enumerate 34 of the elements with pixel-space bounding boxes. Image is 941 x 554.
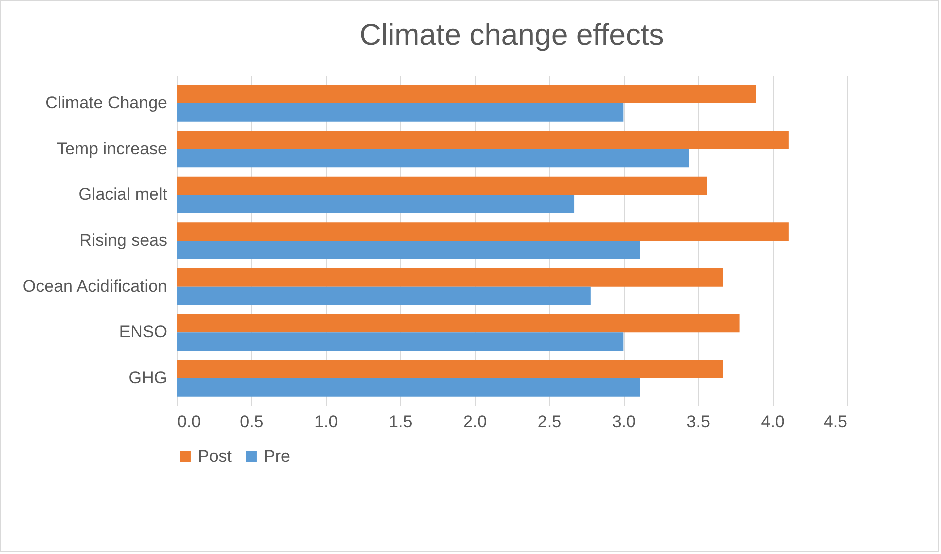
x-tick-label: 2.0 bbox=[463, 412, 488, 432]
x-tick-label: 3.0 bbox=[612, 412, 636, 432]
bar bbox=[177, 131, 789, 150]
x-tick-label: 4.0 bbox=[761, 412, 785, 432]
bar bbox=[177, 176, 708, 196]
y-tick-label: ENSO bbox=[119, 322, 168, 342]
x-tick-label: 3.5 bbox=[686, 412, 710, 432]
y-tick-label: Climate Change bbox=[46, 94, 168, 112]
bar bbox=[177, 378, 640, 397]
legend-label: Pre bbox=[264, 446, 290, 466]
bar bbox=[177, 241, 640, 260]
bar bbox=[177, 286, 591, 306]
y-tick-label: GHG bbox=[128, 368, 168, 388]
legend-label: Post bbox=[198, 446, 232, 466]
x-tick-label: 1.5 bbox=[389, 412, 413, 432]
x-tick-label: 4.5 bbox=[824, 412, 848, 432]
x-tick-label: 2.5 bbox=[538, 412, 562, 432]
bar bbox=[177, 104, 624, 122]
y-tick-label: Glacial melt bbox=[78, 185, 168, 204]
y-tick-label: Ocean Acidification bbox=[22, 276, 168, 296]
chart-title: Climate change effects bbox=[360, 19, 664, 52]
bar bbox=[177, 85, 756, 104]
bar bbox=[177, 268, 724, 287]
x-tick-label: 0.5 bbox=[240, 412, 264, 432]
y-tick-label: Rising seas bbox=[80, 231, 168, 250]
bar bbox=[177, 360, 724, 378]
x-tick-label: 0.0 bbox=[178, 412, 202, 432]
x-tick-label: 1.0 bbox=[314, 412, 338, 432]
bar bbox=[177, 314, 740, 333]
bar bbox=[177, 332, 624, 351]
y-tick-label: Temp increase bbox=[56, 139, 168, 158]
bar bbox=[177, 222, 789, 241]
bar bbox=[177, 195, 575, 214]
bar bbox=[177, 149, 690, 168]
